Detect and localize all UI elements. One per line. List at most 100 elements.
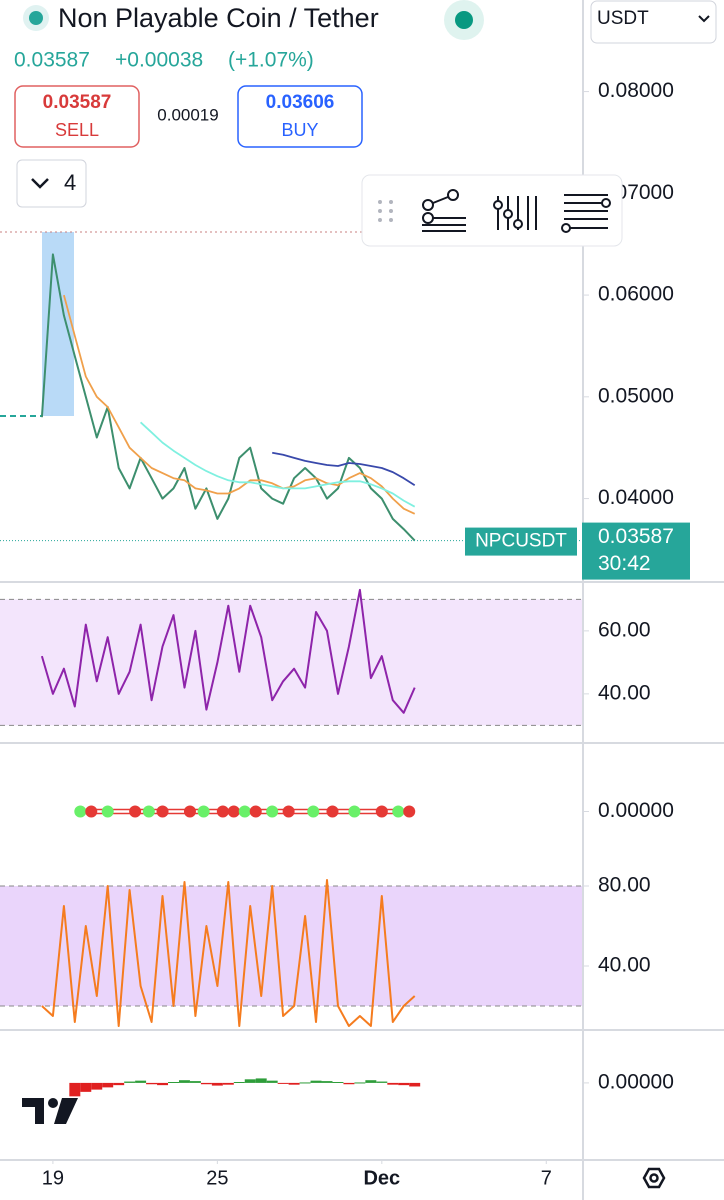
series-line bbox=[40, 588, 416, 714]
histogram-bar bbox=[200, 1082, 212, 1085]
y-tick-label: 40.00 bbox=[598, 681, 651, 704]
histogram-bar bbox=[409, 1082, 421, 1087]
plot-area: 0.08000 0.06000 0.05000 0.04000 60.00 40.00 0.… bbox=[0, 79, 674, 1097]
histogram-bar bbox=[168, 1082, 179, 1083]
histogram-bar bbox=[157, 1082, 169, 1086]
price-tag-countdown: 30:42 bbox=[598, 552, 651, 575]
toolbar-box bbox=[361, 174, 623, 247]
coin-icon-core bbox=[29, 11, 43, 25]
pane: 80.00 40.00 bbox=[0, 874, 651, 1027]
signal-dot bbox=[375, 805, 388, 818]
sell-button[interactable] bbox=[14, 85, 140, 148]
histogram-bar bbox=[233, 1082, 245, 1083]
series-line bbox=[63, 294, 416, 515]
histogram-bar bbox=[343, 1082, 355, 1085]
y-tick-label: 60.00 bbox=[598, 618, 651, 641]
symbol-title: Non Playable Coin / Tether bbox=[58, 3, 379, 33]
buy-button[interactable] bbox=[237, 85, 363, 148]
x-tick-label: Dec bbox=[363, 1167, 400, 1189]
indicator-tool[interactable] bbox=[493, 196, 537, 230]
histogram-bar bbox=[310, 1080, 322, 1083]
trend-tool[interactable] bbox=[422, 189, 466, 232]
y-tick-label: 0.00000 bbox=[598, 799, 674, 822]
y-tick-label: 0.05000 bbox=[598, 384, 674, 407]
brand-logo bbox=[22, 1098, 78, 1124]
layout-count: 4 bbox=[64, 170, 76, 195]
signal-dot bbox=[238, 805, 251, 818]
signal-dot bbox=[101, 805, 114, 818]
sell-label: SELL bbox=[55, 120, 99, 140]
series-line bbox=[139, 421, 416, 508]
y-tick-label: 0.06000 bbox=[598, 283, 674, 306]
last-price: 0.03587 bbox=[14, 49, 90, 72]
y-tick-label: 0.00000 bbox=[598, 1070, 674, 1093]
y-tick-label: 0.08000 bbox=[598, 79, 674, 102]
histogram-bar bbox=[332, 1082, 344, 1083]
x-tick-label: 19 bbox=[42, 1167, 64, 1189]
buy-label: BUY bbox=[281, 120, 318, 140]
histogram-bar bbox=[69, 1082, 81, 1097]
pane: 0.00000 bbox=[74, 799, 674, 822]
histogram-bar bbox=[244, 1079, 256, 1083]
histogram-bar bbox=[398, 1082, 410, 1086]
settings-tool[interactable] bbox=[561, 194, 611, 233]
histogram-bar bbox=[288, 1082, 300, 1085]
signal-dot bbox=[142, 805, 155, 818]
band-fill bbox=[0, 599, 583, 726]
histogram-bar bbox=[266, 1080, 278, 1083]
series-line bbox=[41, 879, 416, 1027]
symbol-tag-label: NPCUSDT bbox=[475, 531, 567, 552]
band-fill bbox=[0, 886, 583, 1006]
signal-dot bbox=[156, 805, 169, 818]
spread: 0.00019 bbox=[157, 105, 218, 124]
buy-price: 0.03606 bbox=[266, 92, 335, 113]
signal-dot bbox=[392, 805, 405, 818]
symbol-tag bbox=[465, 527, 577, 556]
histogram-bar bbox=[80, 1082, 92, 1092]
currency-select[interactable] bbox=[590, 0, 717, 44]
histogram-bar bbox=[91, 1082, 103, 1090]
chevron bbox=[31, 178, 49, 189]
settings-gear[interactable] bbox=[642, 1167, 666, 1189]
y-tick-label: 40.00 bbox=[598, 954, 651, 977]
histogram-bar bbox=[376, 1081, 388, 1083]
histogram-bar bbox=[365, 1080, 377, 1083]
histogram-bar bbox=[299, 1082, 311, 1084]
chevron bbox=[698, 15, 710, 23]
signal-dot bbox=[216, 805, 229, 818]
price-change: +0.00038 bbox=[115, 49, 203, 72]
signal-dot bbox=[307, 805, 320, 818]
market-status-dot bbox=[455, 11, 473, 29]
signal-dot bbox=[129, 805, 142, 818]
signal-dot bbox=[183, 805, 196, 818]
histogram-bar bbox=[135, 1080, 147, 1083]
histogram-bar bbox=[189, 1081, 201, 1083]
signal-dot bbox=[403, 805, 416, 818]
pane: 0.00000 bbox=[69, 1070, 674, 1097]
pane: 0.08000 0.06000 0.05000 0.04000 bbox=[0, 79, 674, 542]
drawing-toolbar bbox=[361, 174, 623, 247]
price-change-pct: (+1.07%) bbox=[228, 49, 314, 72]
histogram-bar bbox=[387, 1082, 399, 1085]
currency-label: USDT bbox=[597, 8, 649, 29]
histogram-bar bbox=[102, 1082, 114, 1088]
layout-toggle[interactable] bbox=[16, 159, 87, 208]
drag-handle[interactable] bbox=[378, 200, 393, 222]
series-line bbox=[40, 253, 416, 542]
signal-dot bbox=[85, 805, 98, 818]
signal-dot bbox=[326, 805, 339, 818]
histogram-bar bbox=[124, 1081, 136, 1083]
y-tick-label: 80.00 bbox=[598, 874, 651, 897]
signal-dot bbox=[74, 805, 87, 818]
signal-dot bbox=[348, 805, 361, 818]
price-tag-value: 0.03587 bbox=[598, 525, 674, 548]
price-tag bbox=[582, 522, 690, 580]
signal-dot bbox=[282, 805, 295, 818]
signal-dot bbox=[197, 805, 210, 818]
histogram-bar bbox=[255, 1078, 267, 1083]
x-tick-label: 7 bbox=[541, 1167, 552, 1189]
signal-dot bbox=[249, 805, 262, 818]
series-line bbox=[272, 451, 416, 487]
